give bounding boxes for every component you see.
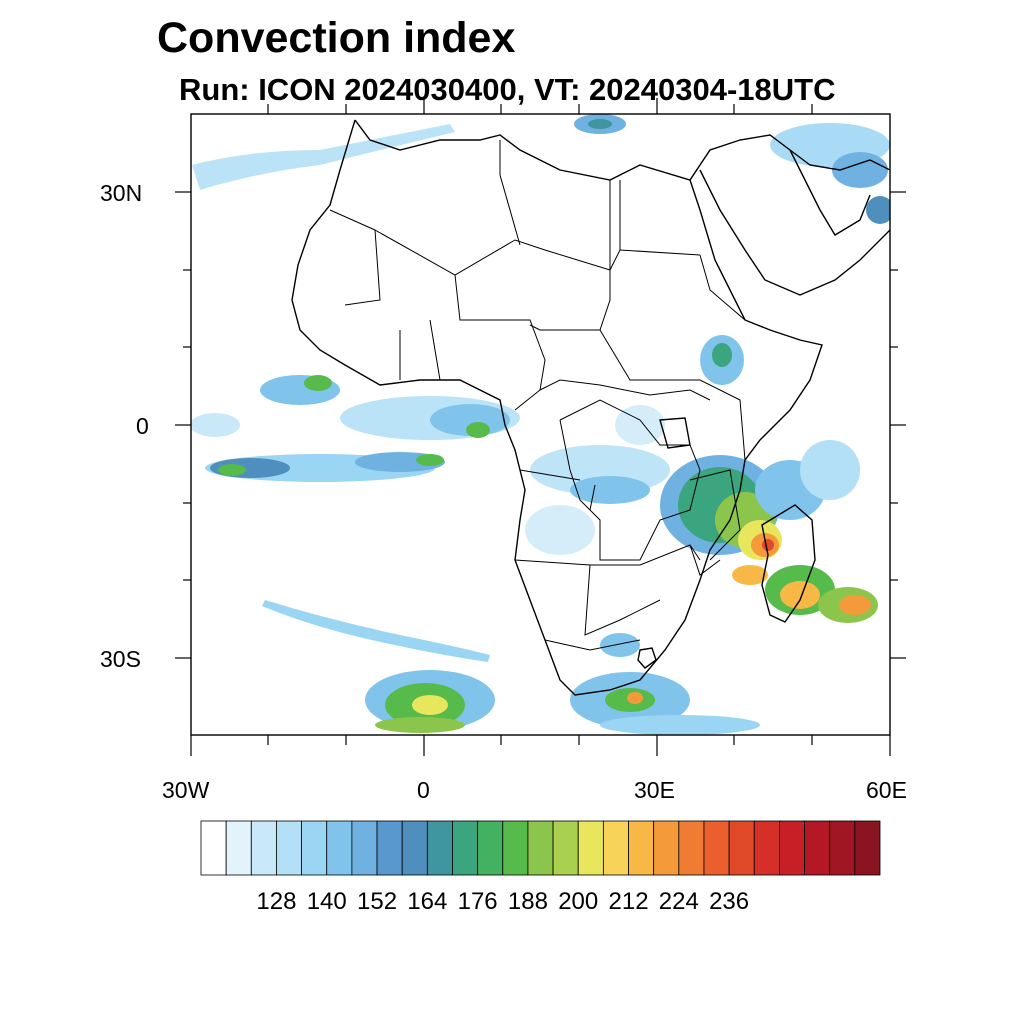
colorbar-box [653,820,680,876]
lon-label-30w: 30W [162,777,210,803]
map-frame [190,113,891,736]
colorbar-box [552,820,579,876]
colorbar-tick-label: 200 [558,888,599,915]
colorbar-box [602,820,629,876]
colorbar-tick-label: 164 [407,888,448,915]
colorbar-box [502,820,529,876]
lon-label-30e: 30E [634,777,675,803]
colorbar-box [301,820,328,876]
chart-subtitle: Run: ICON 2024030400, VT: 20240304-18UTC [179,72,836,107]
colorbar-box [527,820,554,876]
colorbar-tick-label: 188 [507,888,548,915]
chart-title: Convection index [157,14,516,62]
axis-ticks [175,98,906,756]
convection-field [191,114,890,735]
country-borders [329,140,746,651]
colorbar-box [250,820,277,876]
colorbar [200,820,881,876]
colorbar-tick-label: 212 [608,888,649,915]
lon-label-0: 0 [417,777,430,803]
colorbar-box [829,820,856,876]
colorbar-box [854,820,881,876]
colorbar-tick-label: 152 [357,888,398,915]
lat-label-0: 0 [136,413,149,439]
colorbar-box [276,820,302,876]
colorbar-box [804,820,831,876]
colorbar-box [779,820,805,876]
colorbar-box [678,820,705,876]
coastlines [291,119,890,696]
colorbar-box [326,820,353,876]
colorbar-box [426,820,453,876]
colorbar-box [376,820,403,876]
colorbar-box [728,820,755,876]
colorbar-box [703,820,730,876]
colorbar-box [628,820,655,876]
colorbar-tick-label: 128 [256,888,297,915]
colorbar-tick-label: 224 [658,888,699,915]
colorbar-box [200,820,227,876]
lat-label-30n: 30N [100,180,143,206]
colorbar-box [351,820,378,876]
colorbar-box [477,820,504,876]
colorbar-tick-label: 140 [306,888,347,915]
colorbar-box [401,820,428,876]
lon-label-60e: 60E [866,777,907,803]
colorbar-tick-label: 176 [457,888,498,915]
colorbar-box [753,820,780,876]
colorbar-box [577,820,604,876]
colorbar-tick-label: 236 [709,888,750,915]
colorbar-box [225,820,252,876]
lat-label-30s: 30S [100,646,141,672]
colorbar-box [452,820,479,876]
